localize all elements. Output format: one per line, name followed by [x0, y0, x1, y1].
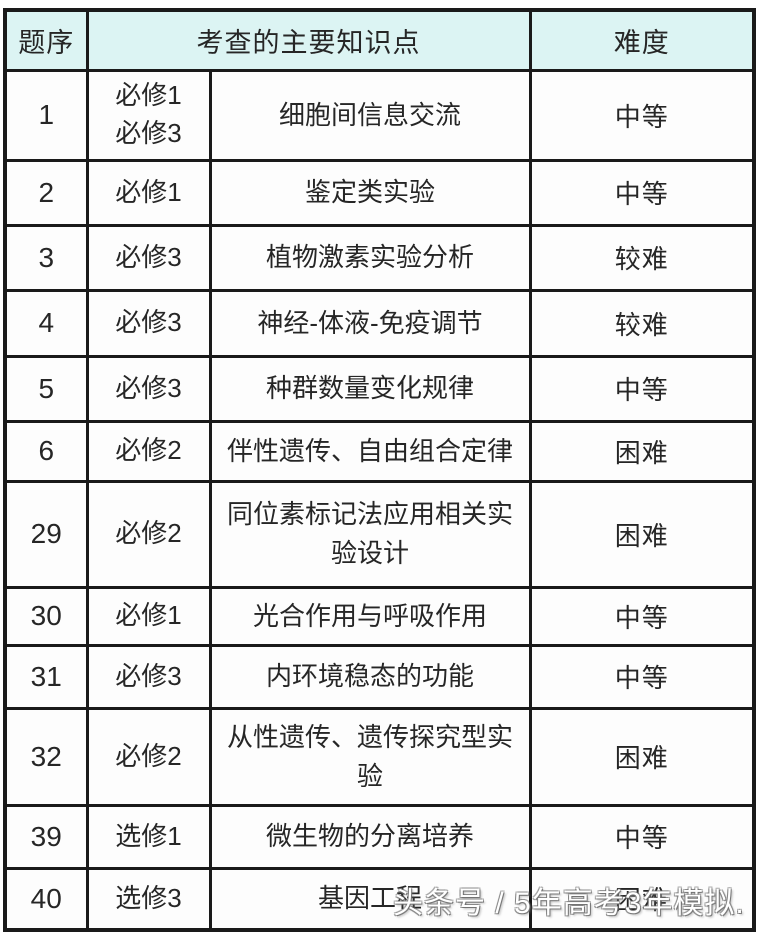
difficulty: 困难 — [528, 479, 756, 589]
table-row: 3 必修3 植物激素实验分析 较难 — [3, 223, 756, 292]
difficulty: 困难 — [528, 419, 756, 483]
question-number: 32 — [3, 706, 89, 807]
table-row: 40 选修3 基因工程 困难 — [3, 866, 756, 932]
question-number: 30 — [3, 585, 89, 647]
difficulty: 中等 — [528, 643, 756, 710]
module: 必修3 — [85, 643, 212, 710]
table-row: 5 必修3 种群数量变化规律 中等 — [3, 354, 756, 423]
table-row: 2 必修1 鉴定类实验 中等 — [3, 158, 756, 227]
knowledge-point: 伴性遗传、自由组合定律 — [208, 419, 532, 483]
difficulty: 较难 — [528, 223, 756, 292]
module: 必修1 — [85, 158, 212, 227]
question-number: 29 — [3, 479, 89, 589]
difficulty: 困难 — [528, 706, 756, 807]
knowledge-point: 基因工程 — [208, 866, 532, 932]
header-knowledge-points: 考查的主要知识点 — [85, 8, 532, 72]
knowledge-point: 鉴定类实验 — [208, 158, 532, 227]
knowledge-point: 神经-体液-免疫调节 — [208, 288, 532, 358]
knowledge-point: 内环境稳态的功能 — [208, 643, 532, 710]
table-row: 29 必修2 同位素标记法应用相关实验设计 困难 — [3, 479, 756, 589]
knowledge-point: 从性遗传、遗传探究型实验 — [208, 706, 532, 807]
difficulty: 中等 — [528, 585, 756, 647]
question-number: 4 — [3, 288, 89, 358]
question-number: 2 — [3, 158, 89, 227]
question-number: 5 — [3, 354, 89, 423]
knowledge-point: 光合作用与呼吸作用 — [208, 585, 532, 647]
table-row: 31 必修3 内环境稳态的功能 中等 — [3, 643, 756, 710]
table-row: 39 选修1 微生物的分离培养 中等 — [3, 803, 756, 870]
knowledge-point: 微生物的分离培养 — [208, 803, 532, 870]
difficulty: 困难 — [528, 866, 756, 932]
difficulty: 中等 — [528, 354, 756, 423]
difficulty: 中等 — [528, 158, 756, 227]
header-row: 题序 考查的主要知识点 难度 — [3, 8, 756, 72]
table-row: 1 必修1 必修3 细胞间信息交流 中等 — [3, 68, 756, 162]
module: 必修3 — [85, 288, 212, 358]
module: 必修2 — [85, 479, 212, 589]
difficulty: 中等 — [528, 803, 756, 870]
question-number: 31 — [3, 643, 89, 710]
difficulty: 中等 — [528, 68, 756, 162]
knowledge-point: 同位素标记法应用相关实验设计 — [208, 479, 532, 589]
question-number: 3 — [3, 223, 89, 292]
module: 选修3 — [85, 866, 212, 932]
question-number: 39 — [3, 803, 89, 870]
difficulty: 较难 — [528, 288, 756, 358]
knowledge-point: 种群数量变化规律 — [208, 354, 532, 423]
table-row: 6 必修2 伴性遗传、自由组合定律 困难 — [3, 419, 756, 483]
question-number: 40 — [3, 866, 89, 932]
module: 选修1 — [85, 803, 212, 870]
knowledge-point: 细胞间信息交流 — [208, 68, 532, 162]
header-difficulty: 难度 — [528, 8, 756, 72]
module: 必修3 — [85, 223, 212, 292]
knowledge-point: 植物激素实验分析 — [208, 223, 532, 292]
module: 必修2 — [85, 706, 212, 807]
module: 必修1 必修3 — [85, 68, 212, 162]
module: 必修2 — [85, 419, 212, 483]
header-question-number: 题序 — [3, 8, 89, 72]
module: 必修3 — [85, 354, 212, 423]
table-row: 4 必修3 神经-体液-免疫调节 较难 — [3, 288, 756, 358]
table-row: 30 必修1 光合作用与呼吸作用 中等 — [3, 585, 756, 647]
exam-analysis-table: 题序 考查的主要知识点 难度 1 必修1 必修3 细胞间信息交流 中等 2 必修… — [3, 8, 756, 932]
module: 必修1 — [85, 585, 212, 647]
table-row: 32 必修2 从性遗传、遗传探究型实验 困难 — [3, 706, 756, 807]
question-number: 1 — [3, 68, 89, 162]
question-number: 6 — [3, 419, 89, 483]
